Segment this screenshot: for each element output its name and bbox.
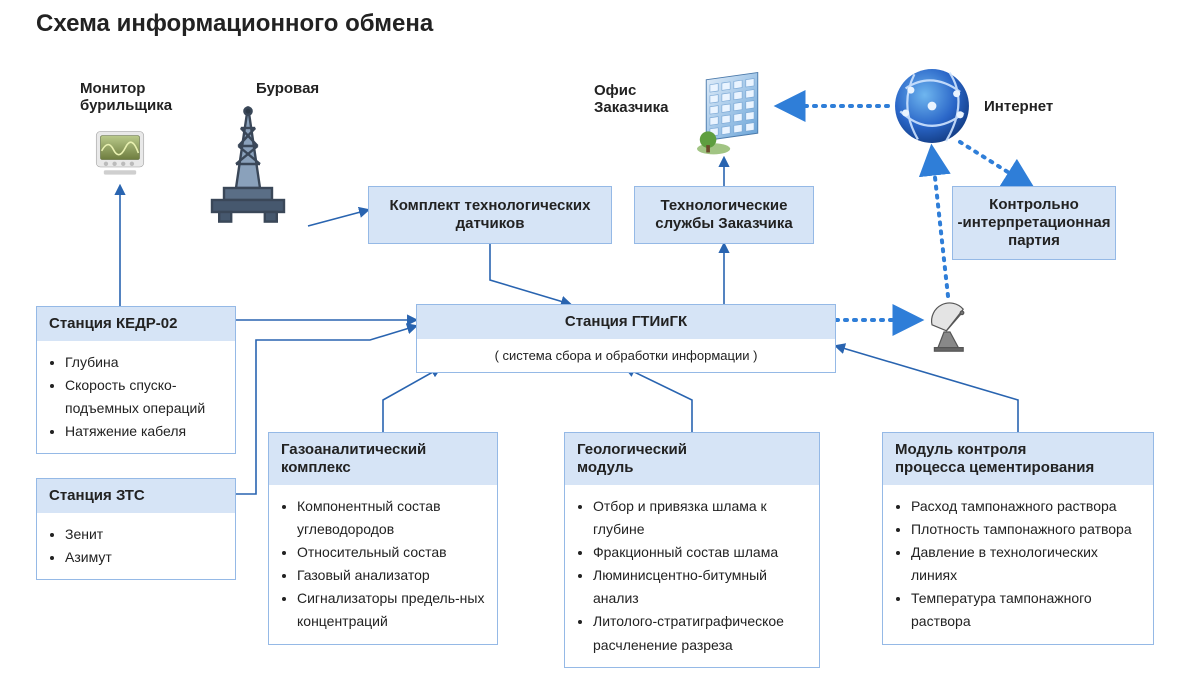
- page-title: Схема информационного обмена: [36, 10, 433, 38]
- list-item: Отбор и привязка шлама к глубине: [593, 495, 813, 541]
- list-item: Натяжение кабеля: [65, 420, 229, 443]
- box-interp: Контрольно-интерпретационная партия: [952, 186, 1116, 260]
- label-monitor: Мониторбурильщика: [80, 80, 172, 115]
- edge-gas-station_main: [383, 368, 440, 432]
- box-title: Контрольно-интерпретационная партия: [948, 188, 1121, 258]
- list-item: Скорость спуско-подъемных операций: [65, 374, 229, 420]
- building-icon: [686, 66, 778, 158]
- box-station_main: Станция ГТИиГК( система сбора и обработк…: [416, 304, 836, 373]
- edge-sensors-station_main: [490, 244, 570, 304]
- box-cement: Модуль контроляпроцесса цементированияРа…: [882, 432, 1154, 645]
- box-subtitle: ( система сбора и обработки информации ): [417, 339, 835, 372]
- box-kedr: Станция КЕДР-02ГлубинаСкорость спуско-по…: [36, 306, 236, 454]
- box-title: Геологическиймодуль: [565, 433, 819, 485]
- list-item: Плотность тампонажного ратвора: [911, 518, 1147, 541]
- list-item: Давление в технологических линиях: [911, 541, 1147, 587]
- list-item: Литолого-стратиграфическое расчленение р…: [593, 610, 813, 656]
- globe-icon: [888, 62, 976, 150]
- monitor-icon: [88, 126, 152, 180]
- list-item: Газовый анализатор: [297, 564, 491, 587]
- list-item: Сигнализаторы предель-ных концентраций: [297, 587, 491, 633]
- box-body: ГлубинаСкорость спуско-подъемных операци…: [37, 341, 235, 453]
- box-title: Технологические службы Заказчика: [635, 189, 813, 241]
- list-item: Зенит: [65, 523, 229, 546]
- box-tech_services: Технологические службы Заказчика: [634, 186, 814, 244]
- label-office: ОфисЗаказчика: [594, 82, 668, 117]
- box-title: Станция КЕДР-02: [37, 307, 235, 341]
- box-title: Комплект технологических датчиков: [369, 189, 611, 241]
- rig-icon: [188, 64, 308, 264]
- list-item: Температура тампонажного раствора: [911, 587, 1147, 633]
- box-body: Отбор и привязка шлама к глубинеФракцион…: [565, 485, 819, 667]
- edge-dish-globe: [932, 150, 948, 296]
- edge-cement-station_main: [836, 346, 1018, 432]
- edge-rig-sensors: [308, 210, 368, 226]
- box-gas: Газоаналитический комплексКомпонентный с…: [268, 432, 498, 645]
- dish-icon: [918, 296, 982, 356]
- box-title: Модуль контроляпроцесса цементирования: [883, 433, 1153, 485]
- list-item: Люминисцентно-битумный анализ: [593, 564, 813, 610]
- box-sensors: Комплект технологических датчиков: [368, 186, 612, 244]
- box-body: ЗенитАзимут: [37, 513, 235, 579]
- box-body: Расход тампонажного раствораПлотность та…: [883, 485, 1153, 644]
- box-title: Станция ГТИиГК: [417, 305, 835, 339]
- list-item: Фракционный состав шлама: [593, 541, 813, 564]
- box-geo: ГеологическиймодульОтбор и привязка шлам…: [564, 432, 820, 668]
- list-item: Компонентный состав углеводородов: [297, 495, 491, 541]
- box-title: Станция ЗТС: [37, 479, 235, 513]
- box-zts: Станция ЗТСЗенитАзимут: [36, 478, 236, 580]
- box-body: Компонентный состав углеводородовОтносит…: [269, 485, 497, 644]
- list-item: Расход тампонажного раствора: [911, 495, 1147, 518]
- list-item: Относительный состав: [297, 541, 491, 564]
- list-item: Глубина: [65, 351, 229, 374]
- box-title: Газоаналитический комплекс: [269, 433, 497, 485]
- list-item: Азимут: [65, 546, 229, 569]
- edge-geo-station_main: [626, 368, 692, 432]
- label-internet: Интернет: [984, 98, 1053, 115]
